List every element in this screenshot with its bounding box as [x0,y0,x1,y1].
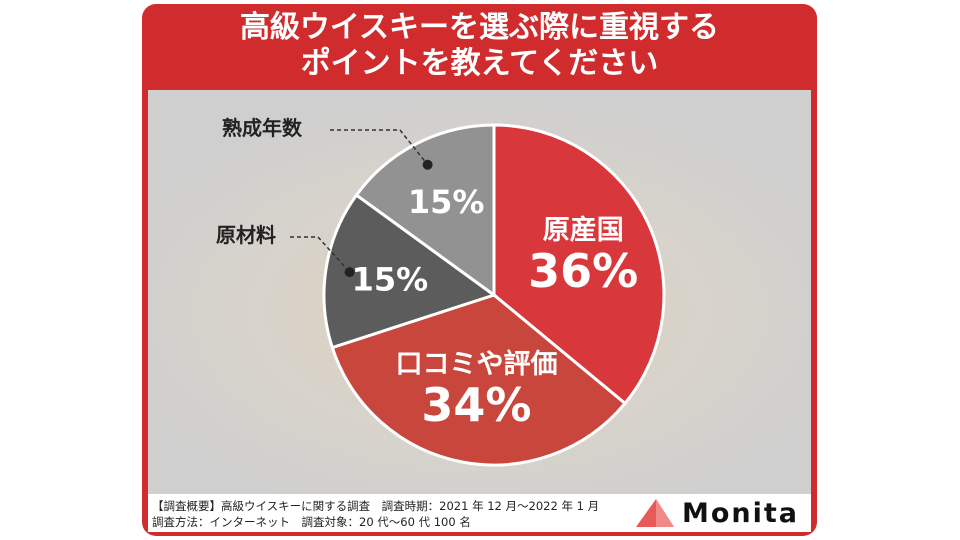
callout-dot-materials [344,267,355,278]
pie-slice-reviews [330,293,628,467]
triangle-logo-icon [635,499,674,527]
slice-label-aging: 熟成年数 [222,116,303,140]
survey-summary-line-2: 調査方法：インターネット 調査対象：20 代〜60 代 100 名 [152,515,471,529]
callout-line-materials [290,236,351,273]
brand-logo: Monita [634,497,799,529]
pie-slice-aging [354,123,496,298]
slice-value-reviews: 34% [421,378,531,432]
callout-dot-aging [422,159,433,170]
slice-value-aging: 15% [408,183,485,221]
slice-label-origin: 原産国 [543,214,624,246]
slice-value-origin: 36% [528,244,638,298]
title-line-1: 高級ウイスキーを選ぶ際に重視する [239,10,720,45]
pie-slice-origin [492,123,666,406]
chart-title: 高級ウイスキーを選ぶ際に重視する ポイントを教えてください [142,4,817,88]
brand-name: Monita [681,497,799,529]
survey-summary-line-1: 【調査概要】高級ウイスキーに関する調査 調査時期：2021 年 12 月〜202… [152,499,600,513]
slice-value-materials: 15% [352,261,429,299]
pie-slice-materials [322,192,498,350]
footer: 【調査概要】高級ウイスキーに関する調査 調査時期：2021 年 12 月〜202… [148,494,811,532]
slice-label-reviews: 口コミや評価 [395,348,557,380]
survey-summary: 【調査概要】高級ウイスキーに関する調査 調査時期：2021 年 12 月〜202… [152,498,599,530]
title-line-2: ポイントを教えてください [300,46,659,81]
callout-line-aging [330,129,429,166]
slice-label-materials: 原材料 [216,223,276,247]
